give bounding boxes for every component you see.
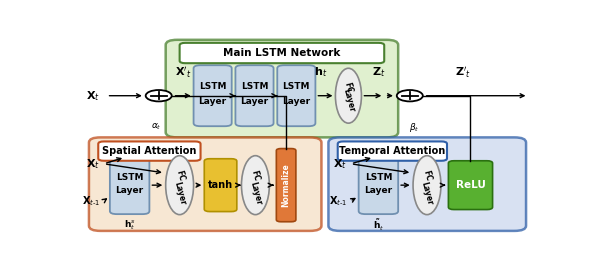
Text: Layer: Layer (172, 180, 187, 206)
Ellipse shape (413, 156, 441, 215)
Text: $\mathbf{X}_{t\text{-}1}$: $\mathbf{X}_{t\text{-}1}$ (329, 195, 348, 208)
Text: $\alpha_{t}$: $\alpha_{t}$ (151, 122, 161, 133)
Ellipse shape (241, 156, 269, 215)
Text: Temporal Attention: Temporal Attention (339, 146, 445, 156)
Text: $\mathbf{\tilde{h}}_{t}$: $\mathbf{\tilde{h}}_{t}$ (373, 218, 384, 233)
FancyBboxPatch shape (166, 40, 398, 137)
FancyBboxPatch shape (89, 137, 322, 231)
FancyBboxPatch shape (110, 156, 149, 214)
Text: tanh: tanh (208, 180, 233, 190)
Text: LSTM: LSTM (365, 173, 392, 182)
Text: $\mathbf{h}_{t}$: $\mathbf{h}_{t}$ (314, 65, 328, 79)
Text: $\mathbf{Z}_{t}$: $\mathbf{Z}_{t}$ (372, 65, 385, 79)
FancyBboxPatch shape (204, 159, 237, 211)
FancyBboxPatch shape (328, 137, 526, 231)
Ellipse shape (335, 68, 361, 123)
Text: LSTM: LSTM (116, 173, 143, 182)
FancyBboxPatch shape (235, 65, 274, 126)
Text: FC: FC (343, 82, 354, 95)
Text: $\mathbf{h}^{s}_{t}$: $\mathbf{h}^{s}_{t}$ (124, 219, 136, 232)
Text: $\mathbf{Z}'_{t}$: $\mathbf{Z}'_{t}$ (455, 65, 471, 80)
Text: Layer: Layer (199, 97, 227, 106)
Text: Layer: Layer (241, 97, 269, 106)
Text: Layer: Layer (116, 186, 144, 195)
Text: Layer: Layer (419, 180, 434, 206)
Text: $\mathbf{X}'_{t}$: $\mathbf{X}'_{t}$ (175, 65, 191, 80)
Text: Layer: Layer (341, 88, 356, 114)
Text: Normalize: Normalize (281, 163, 290, 207)
Text: FC: FC (174, 169, 185, 182)
Ellipse shape (166, 156, 194, 215)
Text: $\beta_{t}$: $\beta_{t}$ (409, 121, 419, 134)
Circle shape (397, 90, 423, 101)
FancyBboxPatch shape (359, 156, 398, 214)
Text: $\mathbf{X}_{t}$: $\mathbf{X}_{t}$ (86, 157, 100, 171)
Text: FC: FC (250, 169, 261, 182)
Text: FC: FC (421, 169, 433, 182)
Text: $\mathbf{X}_{t\text{-}1}$: $\mathbf{X}_{t\text{-}1}$ (82, 195, 100, 208)
FancyBboxPatch shape (179, 43, 384, 63)
Text: Main LSTM Network: Main LSTM Network (223, 48, 341, 58)
Text: Spatial Attention: Spatial Attention (102, 146, 197, 156)
FancyBboxPatch shape (194, 65, 232, 126)
Text: ReLU: ReLU (455, 180, 485, 190)
Text: LSTM: LSTM (199, 82, 226, 91)
Text: Layer: Layer (282, 97, 310, 106)
Circle shape (146, 90, 172, 101)
FancyBboxPatch shape (98, 142, 200, 161)
FancyBboxPatch shape (277, 149, 296, 222)
FancyBboxPatch shape (338, 142, 447, 161)
Text: Layer: Layer (248, 180, 263, 206)
Text: LSTM: LSTM (241, 82, 268, 91)
Text: LSTM: LSTM (283, 82, 310, 91)
Text: $\mathbf{X}_{t}$: $\mathbf{X}_{t}$ (333, 157, 347, 171)
FancyBboxPatch shape (277, 65, 316, 126)
Text: $\mathbf{X}_{t}$: $\mathbf{X}_{t}$ (86, 89, 100, 103)
FancyBboxPatch shape (448, 161, 493, 210)
Text: Layer: Layer (364, 186, 392, 195)
